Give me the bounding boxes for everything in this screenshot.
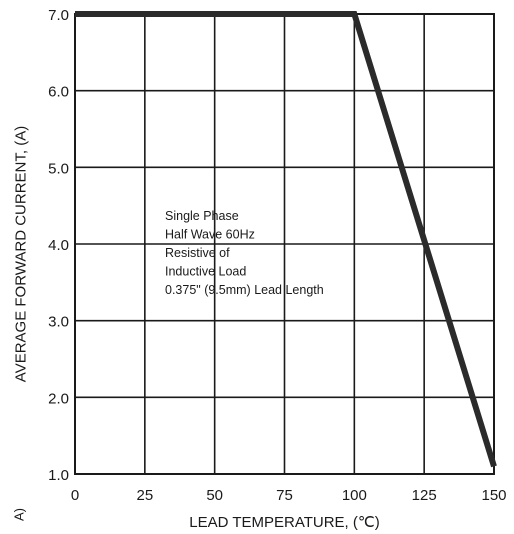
annotation-line: 0.375" (9.5mm) Lead Length — [165, 283, 324, 297]
corner-fragment: A) — [12, 508, 27, 521]
x-tick-label: 125 — [412, 487, 437, 504]
annotation-block: Single Phase Half Wave 60Hz Resistive of In… — [165, 209, 324, 297]
x-tick-label: 100 — [342, 487, 367, 504]
y-tick-label: 5.0 — [48, 160, 69, 177]
annotation-line: Single Phase — [165, 209, 239, 223]
series-layer — [75, 11, 497, 468]
x-tick-label: 25 — [136, 487, 153, 504]
y-tick-label: 7.0 — [48, 7, 69, 24]
grid — [74, 13, 495, 475]
annotation-line: Half Wave 60Hz — [165, 228, 255, 242]
tick-labels: 0 25 50 75 100 125 150 1.0 2.0 3.0 4.0 5.0 6.0 7.0 — [48, 7, 506, 504]
x-tick-label: 0 — [71, 487, 79, 504]
x-tick-label: 75 — [276, 487, 293, 504]
y-axis-title: AVERAGE FORWARD CURRENT, (A) — [12, 126, 29, 382]
y-tick-label: 6.0 — [48, 84, 69, 101]
x-tick-label: 50 — [206, 487, 223, 504]
y-tick-label: 2.0 — [48, 390, 69, 407]
annotation-line: Inductive Load — [165, 265, 246, 279]
annotation-line: Resistive of — [165, 246, 230, 260]
y-tick-label: 4.0 — [48, 237, 69, 254]
series-line — [75, 11, 497, 468]
y-tick-label: 3.0 — [48, 314, 69, 331]
x-tick-label: 150 — [481, 487, 506, 504]
y-tick-label: 1.0 — [48, 467, 69, 484]
x-axis-title: LEAD TEMPERATURE, (℃) — [189, 514, 379, 531]
